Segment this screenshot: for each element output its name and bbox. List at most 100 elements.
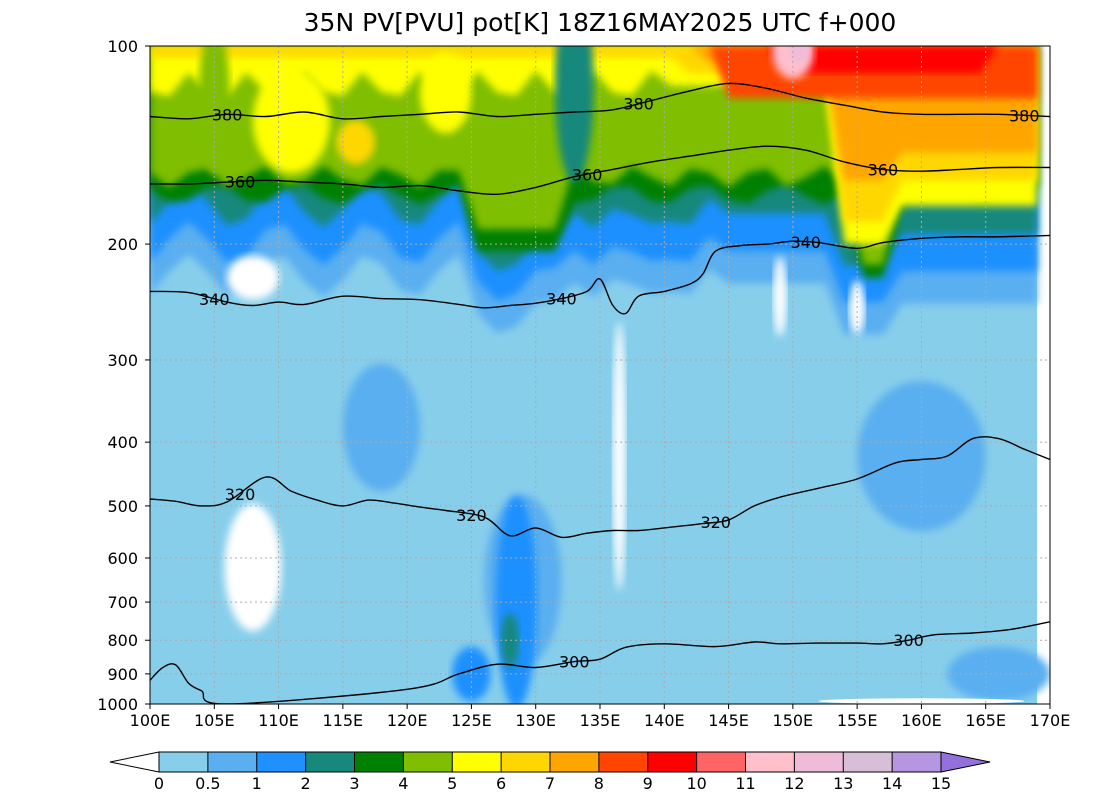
contour-label-340: 340 [199,290,230,309]
colorbar-over-arrow [940,751,991,773]
pv-tropo-05-c [342,363,420,492]
pv-white-a [227,255,279,300]
contour-label-300: 300 [893,631,924,650]
colorbar-label: 11 [735,774,755,793]
theta-contours: 380 380 380 360 360 360 340 340 340 320 320 320 300 3… [150,82,1050,704]
contour-label-360: 360 [225,172,256,191]
y-tick-label: 1000 [97,695,138,714]
pv-tropo-05-d [947,646,1050,702]
y-tick-label: 900 [107,665,138,684]
y-tick-label: 200 [107,235,138,254]
colorbar-swatch [452,752,502,772]
axes: 100E 105E 110E 115E 120E 125E 130E 135E 140E 145E… [97,37,1070,730]
pv-yellow-patch-1 [252,68,330,174]
colorbar-swatch [598,752,649,772]
colorbar-swatch [794,752,844,772]
colorbar-label: 12 [784,774,804,793]
y-tick-label: 700 [107,593,138,612]
contour-label-380: 380 [212,105,243,124]
y-tick-label: 400 [107,433,138,452]
colorbar: 0 0.5 1 2 3 4 5 6 7 8 9 10 11 12 13 14 15 [109,751,991,793]
contour-label-320: 320 [225,485,256,504]
x-tick-label: 160E [901,711,942,730]
contour-label-320: 320 [456,506,487,525]
colorbar-under-arrow [109,751,160,773]
colorbar-label: 10 [686,774,706,793]
colorbar-label: 2 [301,774,311,793]
pv-teal-streak [555,46,594,183]
contour-label-320: 320 [700,513,731,532]
y-tick-label: 300 [107,351,138,370]
chart-title: 35N PV[PVU] pot[K] 18Z16MAY2025 UTC f+00… [304,8,897,37]
theta-contour-300 [150,621,1050,704]
contour-label-360: 360 [868,160,899,179]
colorbar-label: 0.5 [195,774,220,793]
x-tick-label: 165E [965,711,1006,730]
x-tick-label: 120E [387,711,428,730]
colorbar-label: 14 [882,774,902,793]
pv-yellow-patch-2 [420,53,472,134]
colorbar-swatch [550,752,600,772]
colorbar-label: 7 [545,774,555,793]
colorbar-label: 6 [496,774,506,793]
x-tick-label: 150E [773,711,814,730]
colorbar-swatch [305,752,356,772]
theta-contour-320 [150,436,1050,539]
colorbar-swatch [354,752,404,772]
colorbar-swatch [843,752,893,772]
pv-yellow-patch-3 [336,120,376,165]
x-tick-label: 125E [451,711,492,730]
pv-max-13 [789,46,810,63]
contour-label-300: 300 [559,653,590,672]
y-tick-label: 500 [107,497,138,516]
colorbar-swatch [647,752,698,772]
colorbar-swatch [207,752,258,772]
colorbar-label: 0 [154,774,164,793]
plot-area: 380 380 380 360 360 360 340 340 340 320 320 320 300 3… [150,46,1050,704]
x-tick-label: 110E [258,711,299,730]
pv-band-9 [150,46,1038,74]
colorbar-label: 4 [398,774,408,793]
contour-label-380: 380 [1009,106,1040,125]
colorbar-label: 3 [349,774,359,793]
colorbar-label: 5 [447,774,457,793]
colorbar-label: 8 [594,774,604,793]
contour-label-360: 360 [572,165,603,184]
theta-contour-340 [150,234,1050,315]
pv-white-d [773,256,787,337]
x-tick-label: 155E [837,711,878,730]
colorbar-label: 13 [833,774,853,793]
pv-white-b [224,503,282,632]
x-tick-label: 115E [323,711,364,730]
colorbar-swatch [696,752,747,772]
x-tick-label: 135E [580,711,621,730]
y-tick-label: 100 [107,37,138,56]
colorbar-label: 1 [252,774,262,793]
x-tick-label: 170E [1030,711,1071,730]
colorbar-label: 9 [643,774,653,793]
colorbar-swatch [159,752,209,772]
colorbar-swatch [403,752,453,772]
y-tick-label: 800 [107,631,138,650]
contour-label-340: 340 [546,290,577,309]
contour-label-380: 380 [623,95,654,114]
colorbar-swatch [745,752,795,772]
colorbar-swatch [256,752,307,772]
contour-label-340: 340 [790,233,821,252]
x-tick-label: 140E [644,711,685,730]
colorbar-swatch [501,752,551,772]
pv-filled-field [150,46,1050,704]
theta-contour-380 [150,82,1050,120]
x-tick-label: 145E [708,711,749,730]
x-tick-label: 105E [194,711,235,730]
theta-contour-360 [150,145,1050,196]
grid-lines [150,46,1050,704]
pv-green-streak-1 [198,46,230,174]
colorbar-swatch [892,752,942,772]
y-tick-label: 600 [107,549,138,568]
pv-white-c [612,321,626,591]
x-tick-label: 130E [515,711,556,730]
colorbar-label: 15 [931,774,951,793]
x-tick-label: 100E [130,711,171,730]
